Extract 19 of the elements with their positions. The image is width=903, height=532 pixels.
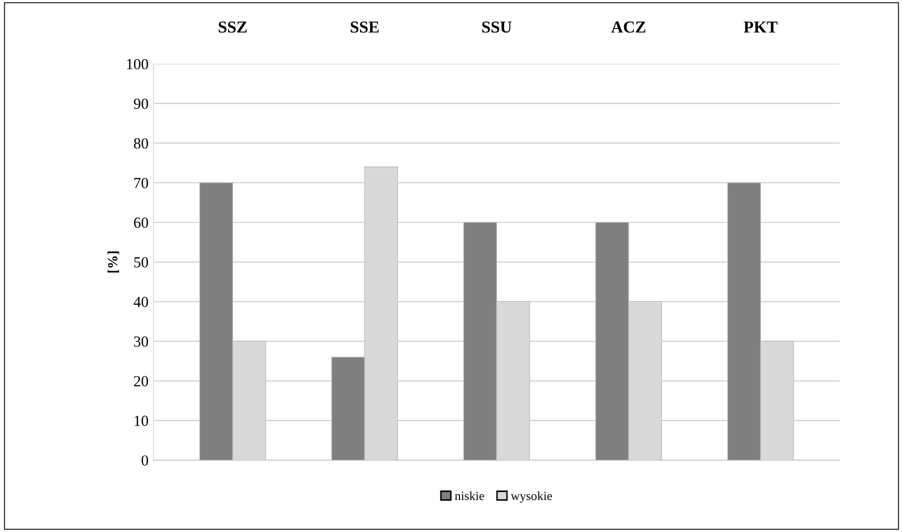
x-tick-label: SSU xyxy=(482,21,512,33)
y-axis-title: [%] xyxy=(108,251,120,273)
y-tick-label: 60 xyxy=(134,218,148,228)
x-tick-label: SSE xyxy=(350,21,379,33)
y-tick-label: 70 xyxy=(134,178,148,188)
y-tick-label: 20 xyxy=(134,376,148,386)
y-tick-label: 80 xyxy=(134,138,148,149)
y-tick-label: 50 xyxy=(134,257,148,268)
y-tick-label: 40 xyxy=(134,296,148,308)
y-tick-label: 10 xyxy=(134,416,148,426)
x-tick-label: ACZ xyxy=(611,21,646,33)
legend-label: niskie xyxy=(454,491,484,500)
y-tick-label: 30 xyxy=(134,336,148,347)
y-tick-label: 90 xyxy=(134,98,148,109)
x-tick-label: PKT xyxy=(744,22,778,33)
x-tick-label: SSZ xyxy=(218,21,247,33)
legend-label: wysokie xyxy=(510,491,552,503)
y-tick-label: 100 xyxy=(127,58,148,70)
y-tick-label: 0 xyxy=(142,455,148,466)
